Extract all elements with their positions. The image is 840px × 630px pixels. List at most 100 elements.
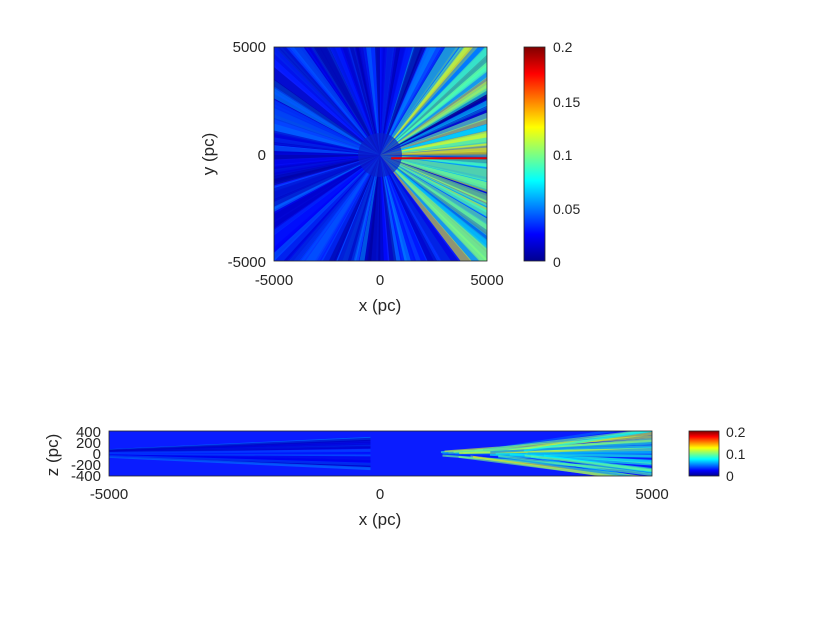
xy-ray [380,155,487,190]
xy-ray [274,155,380,186]
xy-y-axis-label: y (pc) [199,133,218,176]
xy-colorbar-gradient [523,46,546,262]
xz-y-ticks: 400 200 0 -200 -400 [71,424,101,485]
xy-ray [380,155,487,218]
xy-ray [380,155,459,261]
xy-ray [274,155,380,207]
xz-y-tick-label: 200 [76,435,101,452]
xy-ray [380,147,487,157]
xy-ray [380,155,487,182]
xy-ray [274,155,380,261]
xy-ray [380,155,401,261]
xy-ray [349,47,380,155]
xy-ray [380,155,487,193]
xz-y-tick-label: 400 [76,424,101,441]
xy-x-axis-label: x (pc) [359,296,402,315]
xz-colorbar-tick-label: 0.1 [726,446,746,462]
xy-ray [380,107,487,155]
xy-colorbar-tick-label: 0.1 [553,147,573,163]
xz-colorbar-gradient [688,430,720,477]
xz-plot-frame [108,430,653,477]
xy-ray [380,155,487,191]
xy-heatmap-rays [274,47,487,261]
xz-streak [458,455,625,476]
xy-ray [274,67,380,155]
xz-streak [109,437,371,452]
xy-ray [380,155,441,261]
xy-x-tick-label: 5000 [470,272,503,289]
xy-ray [274,155,380,229]
xy-heatmap-panel: -5000 0 5000 5000 0 -5000 x (pc) y (pc) … [199,39,580,315]
xy-ray [274,145,380,155]
xy-ray [274,86,380,155]
xy-ray [380,155,417,261]
xy-ray [380,83,487,155]
xz-y-axis-label: z (pc) [43,434,62,477]
xy-ray [311,47,380,155]
xy-ray [274,130,380,155]
xy-ray [274,155,380,261]
xz-y-tick-label: -400 [71,468,101,485]
xy-ray [380,47,487,155]
xy-ray [380,80,487,155]
xy-ray [368,155,381,261]
xy-ray [380,124,487,155]
xz-heatmap-streaks [109,431,652,476]
xy-ray [380,130,487,155]
xz-x-axis-label: x (pc) [359,510,402,529]
xy-colorbar-tick-label: 0.05 [553,201,580,217]
xy-ray [288,47,380,155]
xy-y-tick-label: -5000 [228,254,266,271]
xy-ray [380,155,487,203]
xy-ray [359,155,380,261]
xy-y-tick-label: 0 [258,147,266,164]
xz-streak [470,455,645,476]
xy-colorbar: 0.2 0.15 0.1 0.05 0 [523,39,580,270]
xy-colorbar-tick-label: 0.15 [553,94,580,110]
xy-ray [380,155,438,261]
xz-x-tick-label: -5000 [90,486,128,503]
xy-ray [380,123,487,155]
xz-heatmap-panel: 400 200 0 -200 -400 -5000 0 5000 x (pc) … [43,424,746,529]
xz-colorbar-tick-label: 0.2 [726,424,746,440]
xy-ray [305,155,380,261]
xz-y-tick-label: 0 [93,446,101,463]
xy-ray [316,155,380,261]
xy-ray [359,155,380,261]
xy-ray [313,47,380,155]
xy-ray [380,47,394,155]
xy-ray [274,79,380,155]
xy-x-ticks: -5000 0 5000 [255,272,504,289]
xy-ray [374,47,380,155]
xy-ray [341,47,380,155]
xy-colorbar-tick-label: 0.2 [553,39,573,55]
xy-ray [274,132,380,155]
xy-ray [274,117,380,155]
xy-ray [380,155,472,261]
xz-colorbar: 0.2 0.1 0 [688,424,746,484]
xy-ray [337,155,380,261]
xy-ray [380,155,487,261]
xy-ray [274,99,380,155]
xy-y-tick-label: 5000 [233,39,266,56]
xy-ray [380,47,437,155]
xy-ray [353,155,380,261]
xz-streak [109,454,371,466]
xy-colorbar-tick-label: 0 [553,254,561,270]
xz-streak [524,454,652,472]
xy-ray [380,47,442,155]
xy-ray [380,155,411,261]
xy-ray [380,47,485,155]
xy-ray [304,47,380,155]
xy-ray [274,155,380,202]
xy-core [358,133,402,177]
xy-ray [380,47,424,155]
xz-x-tick-label: 5000 [635,486,668,503]
xz-streak [498,455,652,476]
xz-colorbar-tick-label: 0 [726,468,734,484]
xy-plot-frame [273,46,488,262]
xz-streak [109,449,371,454]
xy-ray [380,47,426,155]
xy-ray [274,155,380,175]
